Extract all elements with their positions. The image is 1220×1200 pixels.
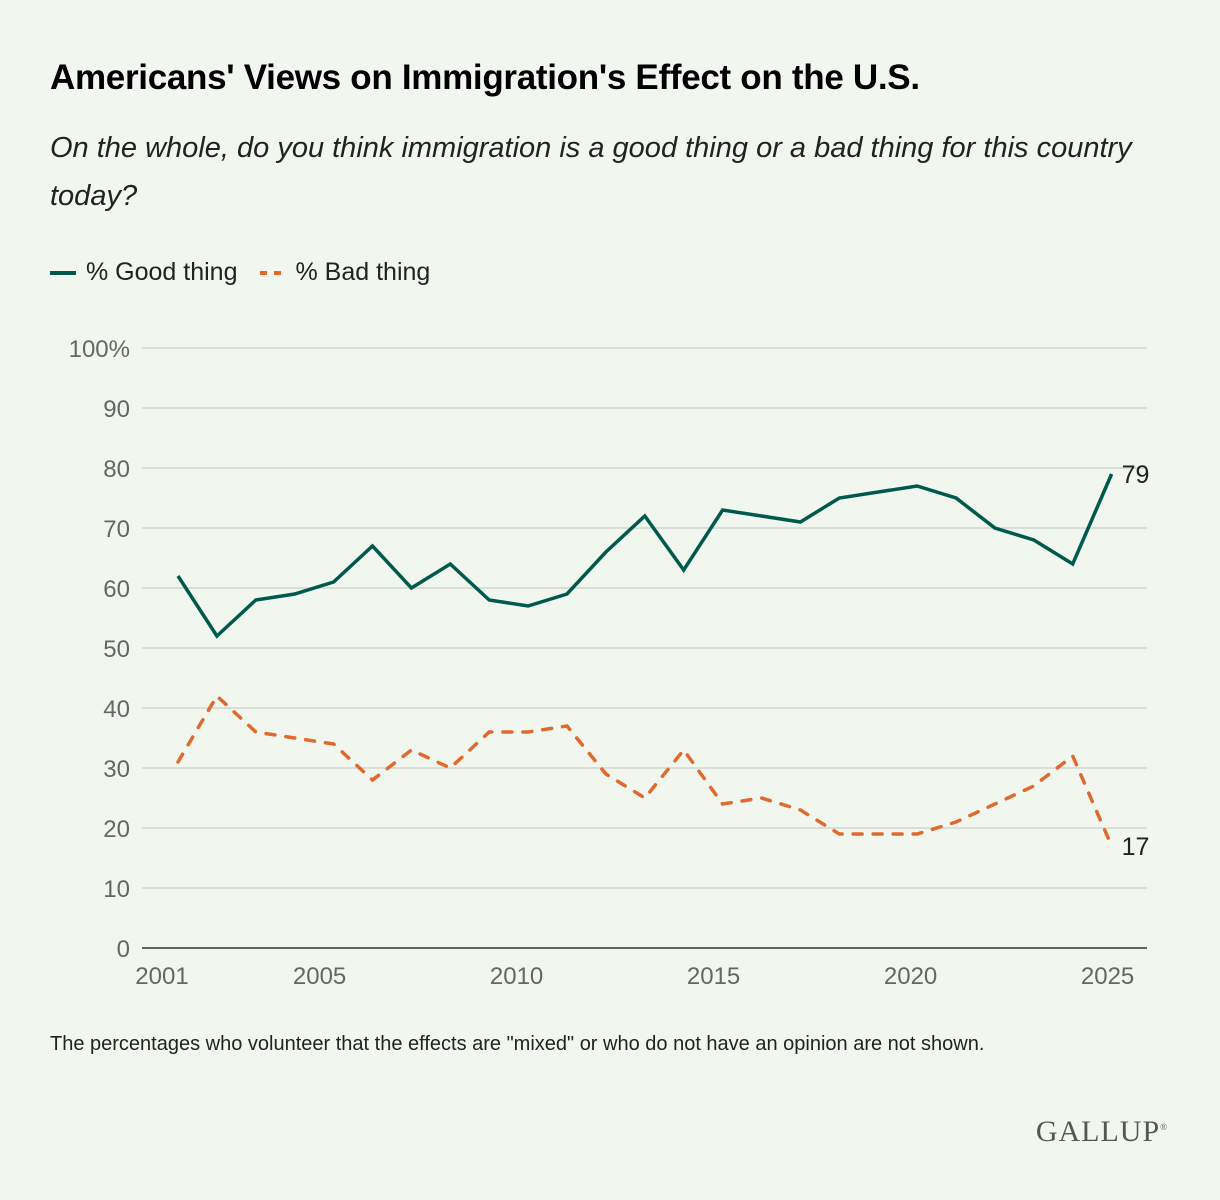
data-point [254, 598, 258, 602]
x-tick-label: 2005 [293, 963, 346, 990]
data-point [682, 748, 686, 752]
data-point [876, 832, 880, 836]
data-point [215, 634, 219, 638]
data-point [448, 562, 452, 566]
data-point [526, 604, 530, 608]
data-point [837, 496, 841, 500]
data-point [371, 778, 375, 782]
data-point [565, 592, 569, 596]
data-point [293, 736, 297, 740]
legend-item-good: % Good thing [50, 258, 238, 287]
y-tick-label: 60 [103, 576, 130, 603]
data-point [1071, 562, 1075, 566]
y-tick-label: 20 [103, 816, 130, 843]
y-tick-label: 80 [103, 456, 130, 483]
data-point [371, 544, 375, 548]
data-point [409, 586, 413, 590]
data-point [176, 574, 180, 578]
y-tick-label: 0 [117, 936, 130, 963]
legend-label-bad: % Bad thing [295, 258, 431, 286]
data-point [721, 802, 725, 806]
legend-item-bad: % Bad thing [259, 258, 431, 287]
end-label: 79 [1122, 461, 1150, 489]
data-point [565, 724, 569, 728]
chart-subtitle: On the whole, do you think immigration i… [50, 132, 1132, 212]
y-tick-label: 90 [103, 396, 130, 423]
data-point [604, 550, 608, 554]
y-tick-label: 50 [103, 636, 130, 663]
series-line-bad-thing [176, 693, 1114, 848]
data-point [954, 496, 958, 500]
data-point [954, 820, 958, 824]
x-tick-label: 2010 [490, 963, 543, 990]
data-point [332, 580, 336, 584]
end-label: 17 [1122, 833, 1150, 861]
data-point [760, 796, 764, 800]
data-point [332, 742, 336, 746]
data-point [915, 484, 919, 488]
data-point [798, 520, 802, 524]
data-point [1110, 472, 1114, 476]
line-chart: 0 10 20 30 40 50 60 70 80 90 100% 2001 2005 2010 2015 2… [69, 336, 1150, 990]
data-point [604, 772, 608, 776]
data-point [1032, 538, 1036, 542]
data-point [1071, 754, 1075, 758]
data-point [1032, 784, 1036, 788]
y-tick-label: 100% [69, 336, 130, 363]
gallup-logo: GALLUP® [1035, 1115, 1168, 1148]
data-point [682, 568, 686, 572]
footnote: The percentages who volunteer that the e… [50, 1033, 985, 1055]
data-point [915, 832, 919, 836]
data-point [760, 514, 764, 518]
data-point [409, 748, 413, 752]
data-point [643, 514, 647, 518]
data-point [487, 730, 491, 734]
data-point [876, 490, 880, 494]
data-point [176, 760, 180, 764]
data-point [798, 808, 802, 812]
data-point [526, 730, 530, 734]
y-tick-label: 10 [103, 876, 130, 903]
data-point [487, 598, 491, 602]
data-point [993, 802, 997, 806]
y-tick-label: 70 [103, 516, 130, 543]
data-point [1110, 844, 1114, 848]
legend: % Good thing % Bad thing [50, 258, 430, 287]
data-point [721, 508, 725, 512]
x-tick-label: 2025 [1081, 963, 1134, 990]
data-point [254, 730, 258, 734]
legend-label-good: % Good thing [86, 258, 238, 286]
x-tick-label: 2015 [687, 963, 740, 990]
data-point [215, 694, 219, 698]
data-point [643, 796, 647, 800]
series-line-good-thing [176, 473, 1114, 639]
data-point [448, 766, 452, 770]
data-point [837, 832, 841, 836]
data-point [993, 526, 997, 530]
y-tick-label: 40 [103, 696, 130, 723]
y-tick-label: 30 [103, 756, 130, 783]
legend-swatch-bad [259, 270, 286, 275]
x-tick-label: 2020 [884, 963, 937, 990]
chart-title: Americans' Views on Immigration's Effect… [50, 58, 920, 97]
x-tick-label: 2001 [135, 963, 188, 990]
data-point [293, 592, 297, 596]
legend-swatch-good [50, 270, 76, 275]
